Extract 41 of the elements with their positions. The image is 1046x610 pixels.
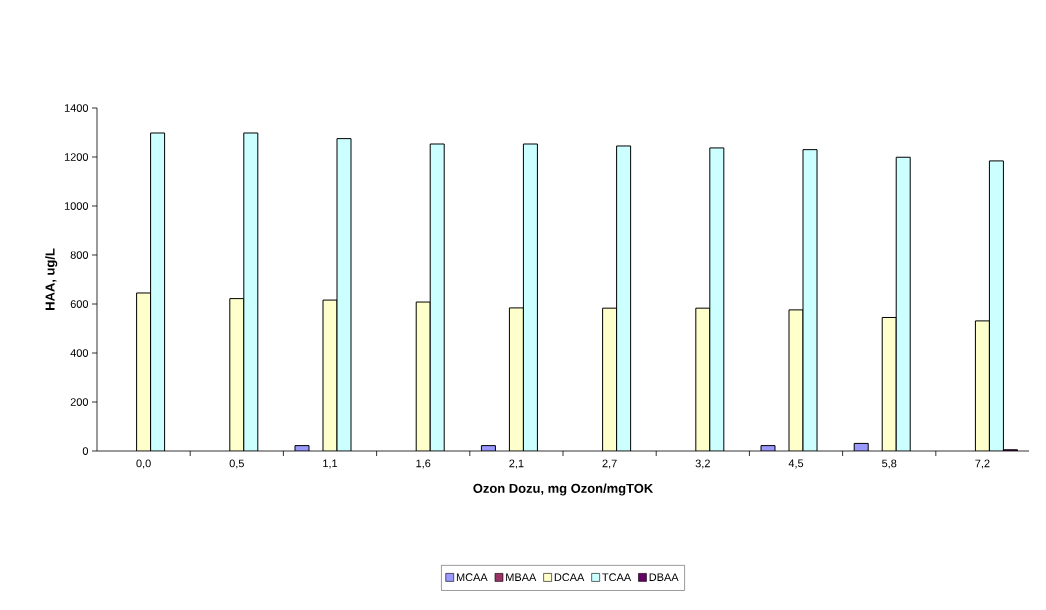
x-tick-label: 5,8: [882, 459, 897, 469]
bar: [229, 298, 244, 451]
y-tick-label: 1200: [64, 153, 89, 161]
legend-label: MCAA: [456, 573, 488, 582]
bar: [602, 308, 617, 451]
y-tick-label: 600: [70, 300, 89, 308]
x-tick-label: 1,1: [323, 459, 338, 469]
bar: [150, 132, 165, 451]
bar: [509, 307, 524, 451]
bar: [709, 147, 724, 451]
y-tick-label: 1400: [64, 104, 89, 112]
x-tick-label: 1,6: [416, 459, 431, 469]
y-axis-title: HAA, ug/L: [45, 248, 58, 310]
x-tick-label: 0,0: [136, 459, 151, 469]
y-tick-label: 0: [82, 447, 89, 455]
y-tick-label: 400: [70, 349, 89, 357]
x-tick-label: 7,2: [975, 459, 990, 469]
x-tick-label: 4,5: [788, 459, 804, 469]
legend-label: DBAA: [649, 573, 679, 581]
legend-label: TCAA: [602, 573, 632, 582]
x-axis-title: Ozon Dozu, mg Ozon/mgTOK: [473, 483, 654, 496]
bar: [988, 160, 1004, 451]
bar: [882, 317, 897, 451]
bar: [136, 292, 151, 451]
x-tick-label: 0,5: [229, 459, 244, 469]
bar: [416, 302, 431, 451]
x-tick-label: 3,2: [695, 459, 710, 469]
legend-label: DCAA: [554, 573, 585, 582]
legend-label: MBAA: [506, 573, 537, 581]
bar: [616, 145, 631, 451]
x-tick-label: 2,7: [602, 459, 617, 469]
y-tick-label: 800: [70, 251, 89, 259]
bar: [523, 144, 538, 451]
y-tick-label: 1000: [64, 202, 89, 210]
bar: [896, 157, 911, 451]
bar: [695, 308, 710, 451]
x-tick-label: 2,1: [509, 459, 524, 469]
bar: [243, 132, 258, 451]
bar: [430, 144, 445, 451]
bar: [974, 320, 990, 451]
y-tick-label: 200: [70, 398, 89, 406]
